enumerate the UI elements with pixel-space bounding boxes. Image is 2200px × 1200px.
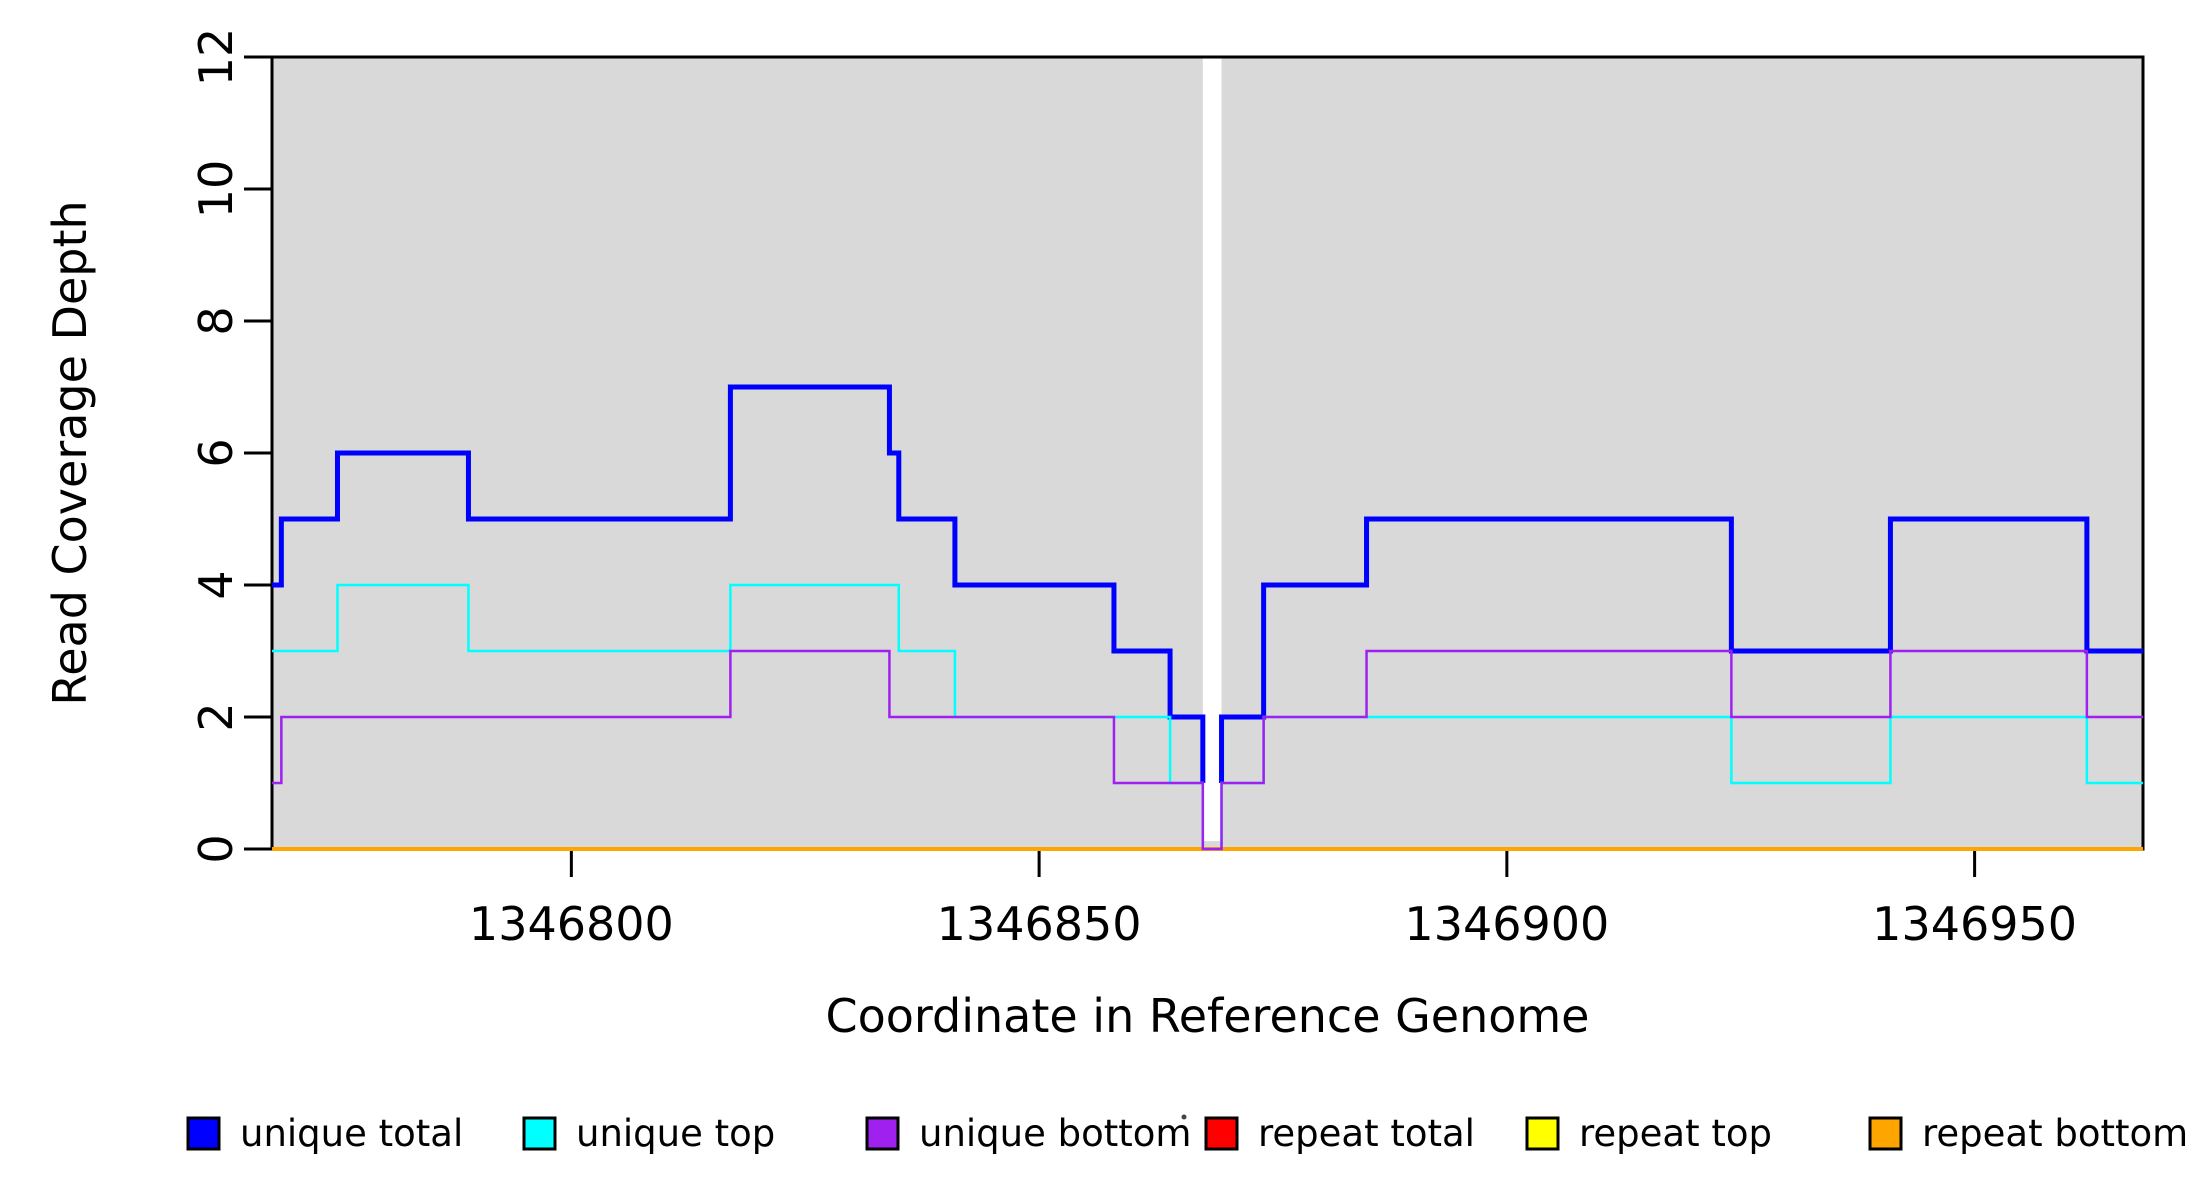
legend-swatch-unique-top (522, 1116, 557, 1151)
legend-label: unique top (576, 1112, 775, 1155)
legend-label: repeat top (1579, 1112, 1772, 1155)
x-axis-title: Coordinate in Reference Genome (826, 989, 1590, 1043)
y-axis-tick-label: 0 (189, 834, 243, 863)
legend-label: unique bottom (919, 1112, 1191, 1155)
legend-swatch-unique-total (186, 1116, 221, 1151)
y-axis-tick-label: 6 (189, 438, 243, 467)
legend-swatch-repeat-bottom (1868, 1116, 1903, 1151)
legend-label: unique total (240, 1112, 463, 1155)
legend: unique total unique top unique bottom repea… (186, 1112, 2188, 1155)
series-group (272, 384, 2143, 851)
legend-label: repeat bottom (1922, 1112, 2188, 1155)
series-unique-top-line (272, 583, 1205, 849)
x-axis-tick-label: 1346900 (1404, 897, 1609, 951)
y-axis-tick-label: 10 (189, 160, 243, 219)
x-axis-tick-label: 1346800 (469, 897, 674, 951)
series-unique-total-line (272, 384, 1206, 783)
x-axis-tick-label: 1346950 (1872, 897, 2077, 951)
legend-label: repeat total (1258, 1112, 1475, 1155)
y-axis-tick-label: 12 (189, 28, 243, 87)
no-coverage-gap-band (1202, 57, 1222, 842)
legend-swatch-repeat-top (1525, 1116, 1560, 1151)
y-axis-tick-label: 4 (189, 570, 243, 599)
stray-mark (1181, 1114, 1187, 1120)
legend-swatch-unique-bottom (865, 1116, 900, 1151)
y-axis-title: Read Coverage Depth (43, 200, 97, 705)
legend-swatch-repeat-total (1204, 1116, 1239, 1151)
y-axis-tick-label: 8 (189, 306, 243, 335)
x-axis-tick-label: 1346850 (937, 897, 1142, 951)
y-axis-tick-label: 2 (189, 702, 243, 731)
series-unique-bottom-line (272, 649, 2143, 851)
